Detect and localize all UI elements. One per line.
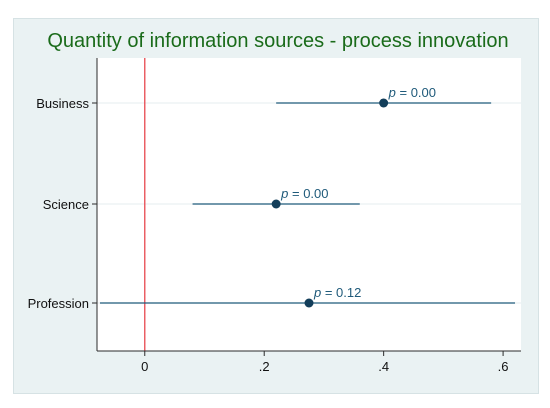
axes: Business Science Profession 0 .2 .4 .6 <box>28 58 521 374</box>
x-tick-label-0: 0 <box>141 359 148 374</box>
p-label-business: p = 0.00 <box>388 85 436 100</box>
point-estimates <box>271 98 389 308</box>
y-tick-label-profession: Profession <box>28 296 89 311</box>
y-tick-label-science: Science <box>43 197 89 212</box>
y-tick-label-business: Business <box>36 96 89 111</box>
point-science <box>271 199 281 209</box>
p-value-labels: p = 0.00 p = 0.00 p = 0.12 <box>280 85 436 300</box>
p-label-profession: p = 0.12 <box>313 285 361 300</box>
chart-title: Quantity of information sources - proces… <box>47 30 508 52</box>
x-tick-label-3: .6 <box>498 359 509 374</box>
x-tick-label-1: .2 <box>259 359 270 374</box>
point-profession <box>304 298 314 308</box>
x-tick-label-2: .4 <box>378 359 389 374</box>
p-label-science: p = 0.00 <box>280 186 328 201</box>
point-business <box>379 98 389 108</box>
